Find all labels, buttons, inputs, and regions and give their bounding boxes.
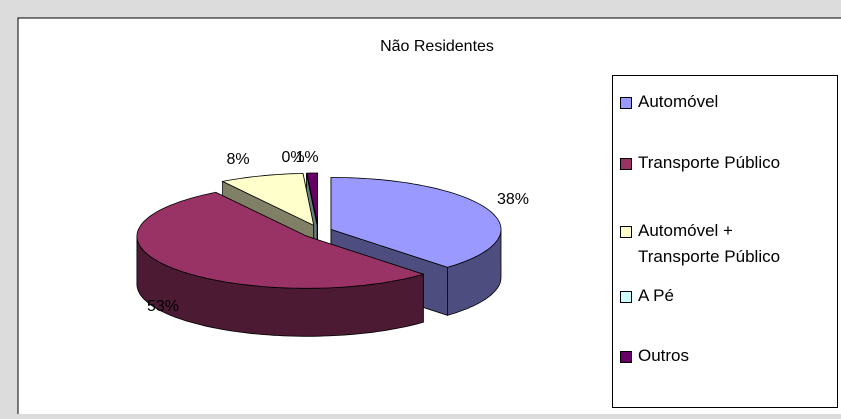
data-label: 53% [147,298,179,315]
legend-label: Automóvel + Transporte Público [638,221,780,266]
data-label: 38% [497,191,529,208]
legend-text: Transporte Público [638,153,780,172]
slice [330,176,502,268]
legend-text: Automóvel [638,92,718,111]
slice [136,191,425,289]
legend-swatch [620,97,632,109]
legend-text: Outros [638,346,689,365]
legend-label: Outros [638,346,689,365]
legend-swatch [620,351,632,363]
legend-box [612,75,838,408]
legend-label: A Pé [638,286,674,305]
legend-swatch [620,158,632,170]
legend-label: Automóvel [638,92,718,111]
data-label: 0% [281,149,304,166]
slice [306,172,319,226]
legend-text: Automóvel + Transporte Público [638,221,780,266]
data-label: 1% [295,149,318,166]
slice [306,173,318,226]
legend-swatch [620,291,632,303]
legend-swatch [620,226,632,238]
legend-label: Transporte Público [638,153,780,172]
slice [221,172,315,227]
legend-text: A Pé [638,286,674,305]
chart-title: Não Residentes [380,38,494,55]
data-label: 8% [226,151,249,168]
